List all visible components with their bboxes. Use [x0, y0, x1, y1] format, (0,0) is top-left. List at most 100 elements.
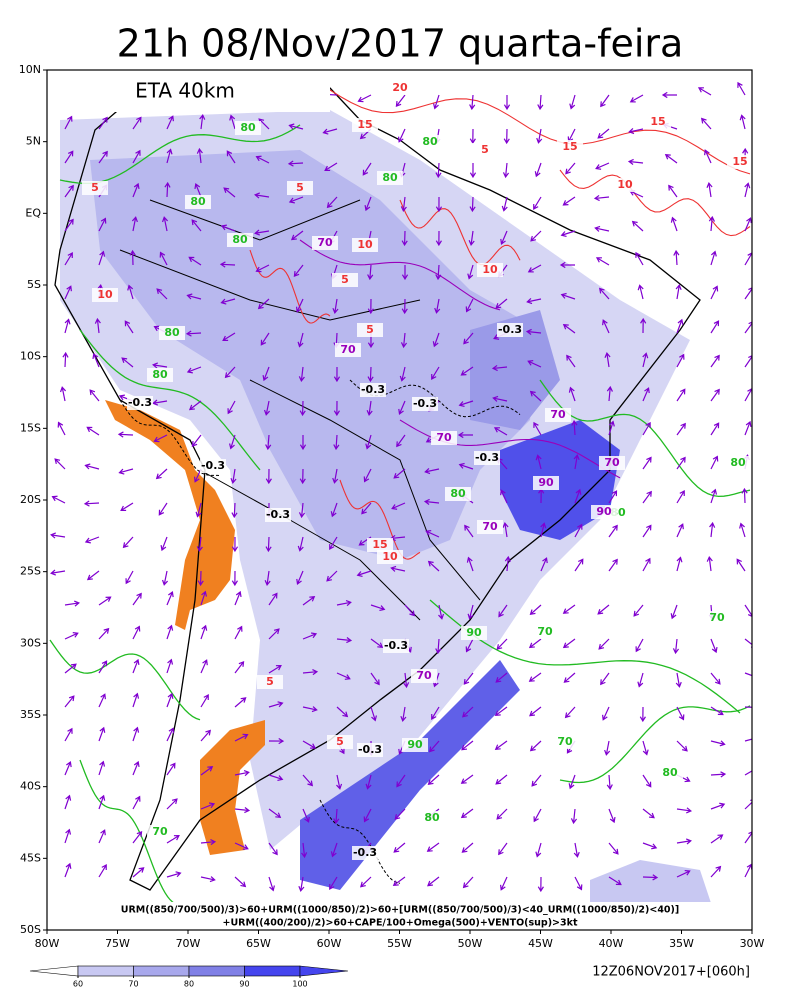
cape-label: 10: [482, 263, 498, 276]
cape-label: 5: [341, 273, 349, 286]
label-bg: [411, 669, 437, 683]
wind-arrow: [642, 387, 650, 402]
wind-arrow: [152, 362, 168, 369]
rh-shade: [500, 420, 620, 540]
wind-arrow: [132, 726, 140, 742]
formula: +URM((400/200)/2)>60+CAPE/100+Omega(500)…: [223, 918, 578, 929]
label-bg: [477, 263, 503, 277]
wind-arrow: [537, 94, 544, 111]
upper-rh-label: 70: [317, 236, 333, 249]
lon-tick-label: 45W: [528, 937, 553, 950]
wind-arrow: [196, 536, 203, 553]
wind-arrow: [573, 842, 580, 858]
label-bg: [657, 766, 683, 780]
wind-arrow: [155, 468, 168, 480]
wind-arrow: [676, 490, 685, 504]
wind-arrow: [50, 569, 66, 576]
wind-arrow: [50, 532, 66, 539]
wind-arrow: [565, 162, 576, 175]
label-bg: [127, 396, 153, 410]
wind-arrow: [608, 842, 619, 855]
wind-arrow: [131, 216, 138, 232]
wind-arrow: [469, 196, 476, 213]
model-label: ETA 40km: [135, 79, 235, 103]
wind-arrow: [188, 256, 202, 266]
wind-arrow: [64, 150, 74, 164]
wind-arrow: [503, 128, 510, 145]
wind-arrow: [365, 774, 372, 790]
label-bg: [332, 273, 358, 287]
wind-arrow: [504, 555, 511, 572]
wind-arrow: [602, 706, 610, 721]
cape-label: 15: [357, 118, 372, 131]
wind-arrow: [62, 351, 69, 368]
wind-arrow: [64, 285, 72, 300]
wind-arrow: [229, 114, 236, 130]
wind-arrow: [704, 149, 712, 164]
wind-arrow: [234, 807, 251, 814]
wind-arrow: [535, 454, 542, 470]
label-bg: [147, 825, 173, 839]
upper-rh-label: 70: [482, 520, 498, 533]
wind-arrow: [676, 318, 684, 334]
wind-arrow: [98, 660, 108, 674]
wind-arrow: [527, 360, 542, 368]
rh-contour: [49, 639, 201, 721]
label-bg: [235, 121, 261, 135]
wind-arrow: [64, 218, 74, 232]
upper-rh-label: 70: [416, 669, 432, 682]
wind-arrow: [401, 230, 408, 247]
lat-tick-label: 5S: [27, 278, 41, 291]
omega-label: -0.3: [201, 459, 225, 472]
wind-arrow: [464, 524, 474, 538]
wind-arrow: [361, 502, 372, 515]
wind-arrow: [132, 795, 141, 810]
wind-arrow: [706, 182, 713, 198]
wind-arrow: [326, 570, 338, 582]
wind-arrow: [597, 604, 610, 615]
label-bg: [82, 181, 108, 195]
wind-arrow: [642, 842, 658, 850]
wind-arrow: [296, 570, 304, 585]
wind-arrow: [64, 862, 72, 878]
wind-arrow: [673, 249, 680, 266]
wind-arrow: [642, 740, 649, 756]
wind-arrow: [535, 842, 542, 858]
wind-arrow: [500, 230, 508, 245]
wind-arrow: [608, 808, 616, 824]
wind-arrow: [530, 230, 542, 242]
wind-arrow: [265, 434, 272, 451]
label-bg: [185, 195, 211, 209]
wind-arrow: [268, 701, 284, 708]
wind-arrow: [739, 522, 746, 538]
wind-arrow: [433, 94, 440, 110]
wind-arrow: [268, 665, 282, 674]
wind-arrow: [527, 264, 542, 273]
wind-arrow: [59, 386, 67, 402]
wind-arrow: [494, 706, 508, 717]
wind-arrow: [427, 560, 440, 572]
wind-arrow: [298, 366, 305, 383]
wind-arrow: [98, 116, 108, 130]
rh-label: 80: [450, 487, 466, 500]
wind-arrow: [51, 495, 66, 504]
wind-arrow: [639, 706, 646, 723]
wind-arrow: [370, 638, 384, 648]
wind-arrow: [191, 219, 202, 232]
rh-label: 70: [537, 625, 553, 638]
label-bg: [377, 171, 403, 185]
rh-label: 80: [424, 811, 440, 824]
wind-arrow: [98, 596, 112, 606]
wind-arrow: [64, 761, 72, 776]
wind-arrow: [234, 770, 250, 777]
wind-arrow: [166, 835, 180, 844]
wind-arrow: [298, 502, 306, 519]
label-bg: [367, 538, 393, 552]
label-bg: [357, 743, 383, 757]
wind-arrow: [528, 672, 542, 682]
wind-arrow: [503, 94, 511, 111]
wind-arrow: [710, 354, 720, 368]
colorbar-segment: [188, 965, 245, 977]
wind-arrow: [502, 522, 509, 538]
